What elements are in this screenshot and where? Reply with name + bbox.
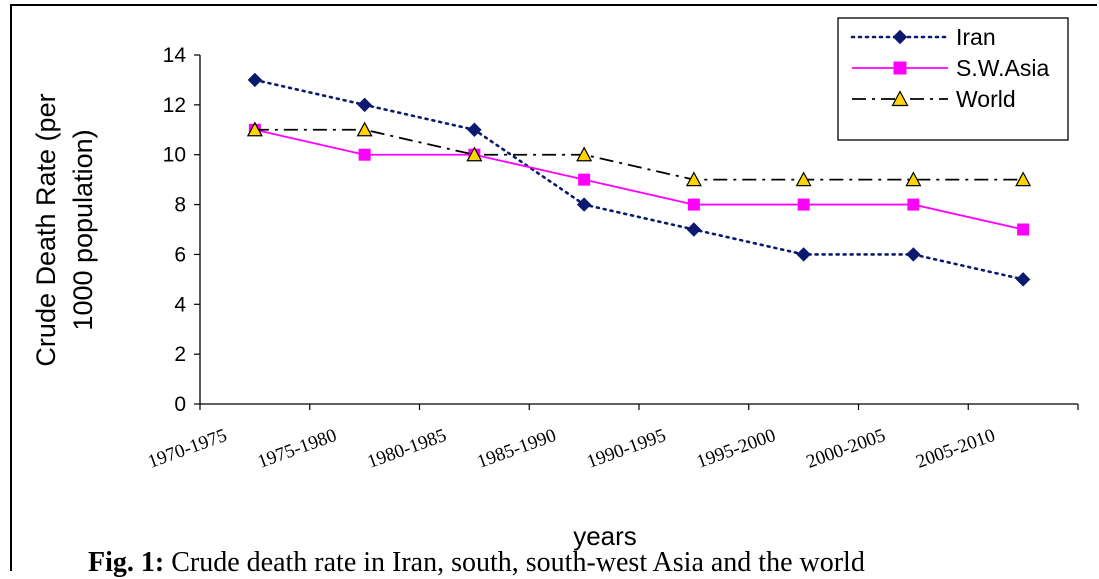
data-point-iran xyxy=(467,122,482,137)
x-tick-label: 2005-2010 xyxy=(913,425,998,473)
data-point-world xyxy=(246,121,263,137)
y-tick-label: 10 xyxy=(163,144,186,167)
x-axis-title: years xyxy=(573,521,637,551)
data-point-s-w-asia xyxy=(797,198,810,211)
data-point-iran xyxy=(576,197,592,212)
data-point-iran xyxy=(796,247,811,262)
series-world xyxy=(246,121,1032,187)
x-axis-ticks: 1970-1975 1975-1980 1980-1985 1985-1990 1990… xyxy=(145,404,1079,473)
y-axis-title: Crude Death Rate (per 1000 population) xyxy=(31,93,98,366)
caption-label: Fig. 1: xyxy=(88,547,165,578)
legend: Iran S.W.Asia World xyxy=(837,17,1069,141)
data-point-s-w-asia xyxy=(1017,223,1030,236)
x-tick-label: 1990-1995 xyxy=(584,425,669,473)
x-tick-label: 1975-1980 xyxy=(255,425,340,473)
x-tick-label: 1970-1975 xyxy=(145,425,230,473)
data-point-world xyxy=(466,146,483,162)
data-point-s-w-asia xyxy=(687,198,700,211)
x-tick-label: 1980-1985 xyxy=(365,425,450,473)
x-tick-label: 1985-1990 xyxy=(474,425,559,473)
y-axis-ticks: 0 2 4 6 8 10 12 14 xyxy=(163,44,200,416)
data-point-s-w-asia xyxy=(907,198,920,211)
series-line-iran xyxy=(253,78,1025,281)
legend-box xyxy=(837,17,1069,141)
y-tick-label: 14 xyxy=(163,44,187,67)
y-tick-label: 4 xyxy=(174,293,186,316)
data-point-world xyxy=(576,146,593,162)
series-iran xyxy=(247,72,1031,287)
y-tick-label: 2 xyxy=(174,343,186,366)
data-point-iran xyxy=(906,247,921,262)
y-axis-title-line: 1000 population) xyxy=(68,129,98,330)
legend-marker-s-w-asia xyxy=(893,61,907,75)
y-tick-label: 0 xyxy=(174,393,186,416)
data-point-s-w-asia xyxy=(358,148,371,161)
data-point-world xyxy=(905,171,922,187)
series-layer xyxy=(246,72,1032,287)
data-point-iran xyxy=(357,97,372,113)
series-line-s-w-asia xyxy=(254,128,1024,231)
series-line-world xyxy=(254,128,1024,181)
data-point-s-w-asia xyxy=(578,173,591,186)
figure-caption: Fig. 1: Crude death rate in Iran, south,… xyxy=(88,547,865,579)
legend-label-iran: Iran xyxy=(956,24,996,50)
y-tick-label: 6 xyxy=(174,243,186,266)
data-point-iran xyxy=(686,222,702,237)
legend-label-s-w-asia: S.W.Asia xyxy=(956,55,1050,81)
legend-label-world: World xyxy=(956,86,1016,112)
data-point-world xyxy=(1015,171,1032,187)
data-point-world xyxy=(356,121,373,137)
chart-frame xyxy=(10,4,1097,571)
x-tick-label: 2000-2005 xyxy=(804,425,889,473)
data-point-world xyxy=(795,171,812,187)
caption-text: Crude death rate in Iran, south, south-w… xyxy=(171,547,865,578)
legend-marker-world xyxy=(891,90,909,107)
legend-marker-iran xyxy=(892,29,908,45)
data-point-world xyxy=(685,171,702,187)
x-tick-label: 1995-2000 xyxy=(694,425,779,473)
y-tick-label: 8 xyxy=(174,194,186,217)
y-axis-title-line: Crude Death Rate (per xyxy=(31,93,61,366)
data-point-iran xyxy=(247,72,263,88)
y-tick-label: 12 xyxy=(163,94,186,117)
data-point-iran xyxy=(1015,272,1031,287)
